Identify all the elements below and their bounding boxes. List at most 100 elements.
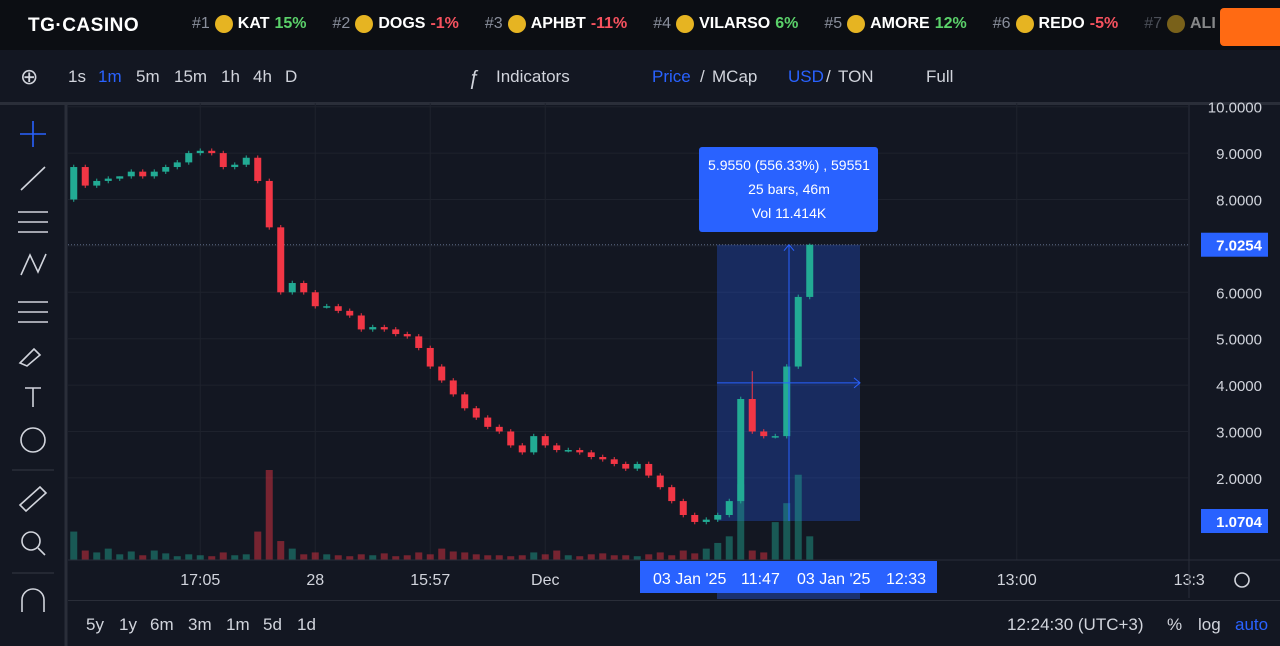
auto-toggle[interactable]: auto [1235,615,1269,634]
volume-bar [806,536,814,560]
volume-bar [369,555,377,560]
volume-bar [576,556,584,560]
range[interactable]: 6m [150,615,174,634]
price-badge [1201,509,1268,534]
y-tick-label: 9.0000 [1216,146,1262,163]
interval[interactable]: D [285,67,298,86]
range[interactable]: 1d [297,615,316,634]
volume-bar [288,548,296,560]
candle-body [771,436,779,438]
hot-button[interactable] [1220,8,1280,46]
volume-bar [587,554,595,560]
volume-bar [438,548,446,560]
fullscreen[interactable]: Full [926,67,954,86]
range[interactable]: 5y [86,615,104,634]
token-icon [507,15,526,33]
candle-body [668,487,676,502]
volume-bar [760,552,768,560]
ticker[interactable]: #4 VILARSO 6% [653,15,798,33]
ticker[interactable]: #3 APHBT -11% [485,15,627,33]
candle-body [495,426,503,432]
candle-body [219,153,227,168]
range[interactable]: 1y [119,615,137,634]
to-time: 12:33 [886,571,926,588]
candle-body [277,227,285,293]
volume-bar [162,553,170,560]
measure-text: 25 bars, 46m [748,181,830,197]
mcap-mode[interactable]: MCap [712,67,758,86]
usd[interactable]: USD [788,67,824,86]
ton[interactable]: TON [838,67,874,86]
candle-body [208,150,216,154]
price-badge-label: 7.0254 [1216,238,1263,255]
candle-body [438,366,446,381]
candle-body [645,463,653,476]
volume-bar [495,555,503,560]
candle-body [806,244,814,297]
symbol: DOGS [378,15,426,32]
volume-bar [231,555,239,560]
percent-toggle[interactable]: % [1167,615,1183,634]
candle-body [254,157,262,181]
candle-body [426,347,434,367]
candle-body [737,399,745,502]
candle-body [127,171,135,177]
logo[interactable]: TG·CASINO [28,15,140,36]
interval[interactable]: 1m [98,67,122,86]
ticker[interactable]: #7 ALI [1144,15,1216,33]
volume-bar [541,554,549,560]
volume-bar [668,555,676,560]
ticker[interactable]: #5 AMORE 12% [824,15,967,33]
candle-body [369,327,377,330]
interval[interactable]: 4h [253,67,272,86]
candle-body [541,436,549,446]
symbol: VILARSO [699,15,771,32]
rank: #2 [332,15,351,32]
volume-bar [737,484,745,560]
volume-bar [254,531,262,560]
range[interactable]: 3m [188,615,212,634]
volume-bar [139,555,147,560]
volume-bar [553,550,561,560]
y-tick-label: 2.0000 [1216,471,1262,488]
volume-bar [277,541,285,560]
symbol: ALI [1190,15,1216,32]
rank: #4 [653,15,672,32]
measure-text: Vol 11.414K [752,205,827,221]
log-toggle[interactable]: log [1198,615,1221,634]
candle-body [794,296,802,367]
candle-body [518,445,526,453]
volume-bar [449,551,457,560]
interval[interactable]: 1s [68,67,86,86]
candle-body [93,180,101,186]
ticker[interactable]: #6 REDO -5% [993,15,1118,33]
from-time: 11:47 [741,571,780,588]
to-date: 03 Jan '25 [797,571,870,588]
interval[interactable]: 5m [136,67,160,86]
interval[interactable]: 15m [174,67,208,86]
ticker[interactable]: #1 KAT 15% [192,15,307,33]
volume-bar [334,555,342,560]
y-tick-label: 5.0000 [1216,332,1262,349]
token-icon [1167,15,1185,33]
candle-body [116,176,124,179]
interval[interactable]: 1h [221,67,240,86]
range[interactable]: 5d [263,615,282,634]
candle-body [622,463,630,469]
candle-body [702,519,710,522]
range[interactable]: 1m [226,615,250,634]
rank: #3 [484,15,503,32]
price-mode[interactable]: Price [652,67,691,86]
volume-bar [702,548,710,560]
separator: / [700,67,705,86]
candle-body [139,171,147,177]
candle-body [196,150,204,154]
y-tick-label: 4.0000 [1216,378,1262,395]
candle-body [484,417,492,427]
ticker[interactable]: #2 DOGS -1% [333,15,459,33]
add-icon[interactable]: ⊕ [20,64,39,89]
token-icon [676,15,695,33]
y-tick-label: 6.0000 [1216,285,1262,302]
indicators[interactable]: Indicators [496,67,570,86]
volume-bar [599,553,607,560]
